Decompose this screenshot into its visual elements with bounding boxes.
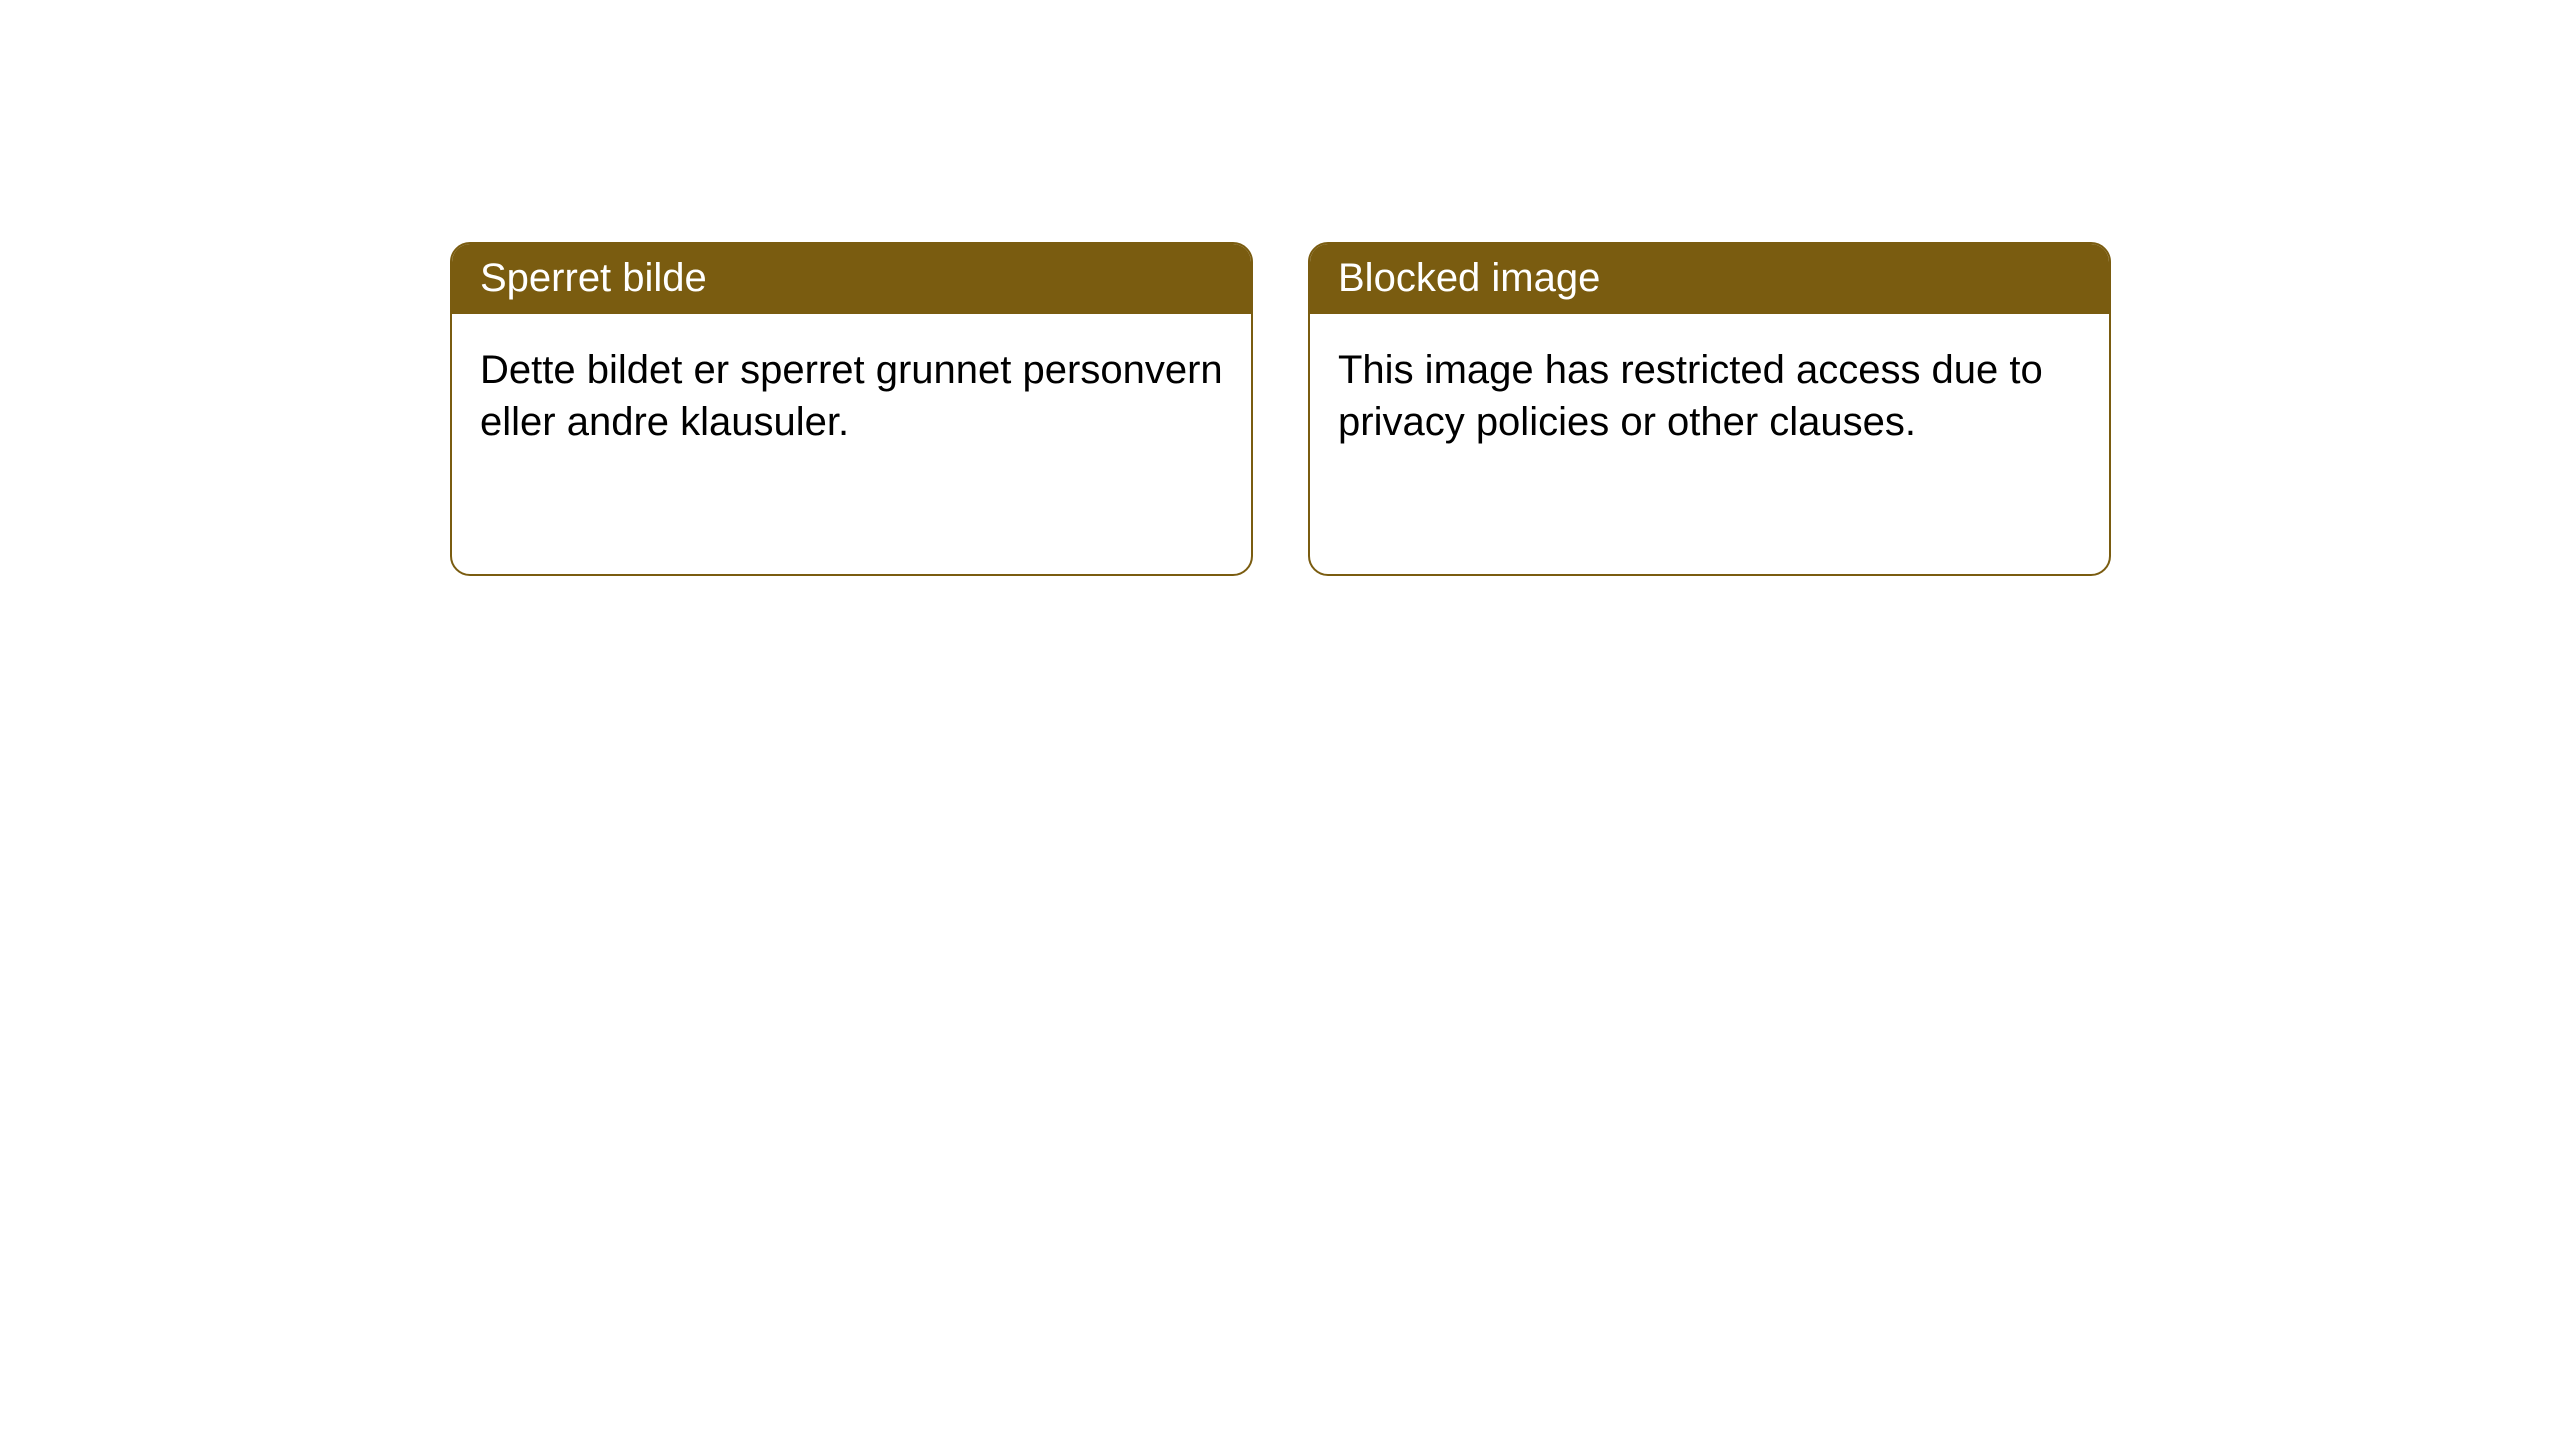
card-header-norwegian: Sperret bilde [452, 244, 1251, 314]
notice-cards-container: Sperret bilde Dette bildet er sperret gr… [450, 242, 2111, 576]
card-header-english: Blocked image [1310, 244, 2109, 314]
card-body-english: This image has restricted access due to … [1310, 314, 2109, 478]
card-body-text: Dette bildet er sperret grunnet personve… [480, 348, 1223, 444]
card-title: Sperret bilde [480, 256, 707, 300]
notice-card-norwegian: Sperret bilde Dette bildet er sperret gr… [450, 242, 1253, 576]
card-body-norwegian: Dette bildet er sperret grunnet personve… [452, 314, 1251, 478]
card-title: Blocked image [1338, 256, 1600, 300]
notice-card-english: Blocked image This image has restricted … [1308, 242, 2111, 576]
card-body-text: This image has restricted access due to … [1338, 348, 2043, 444]
